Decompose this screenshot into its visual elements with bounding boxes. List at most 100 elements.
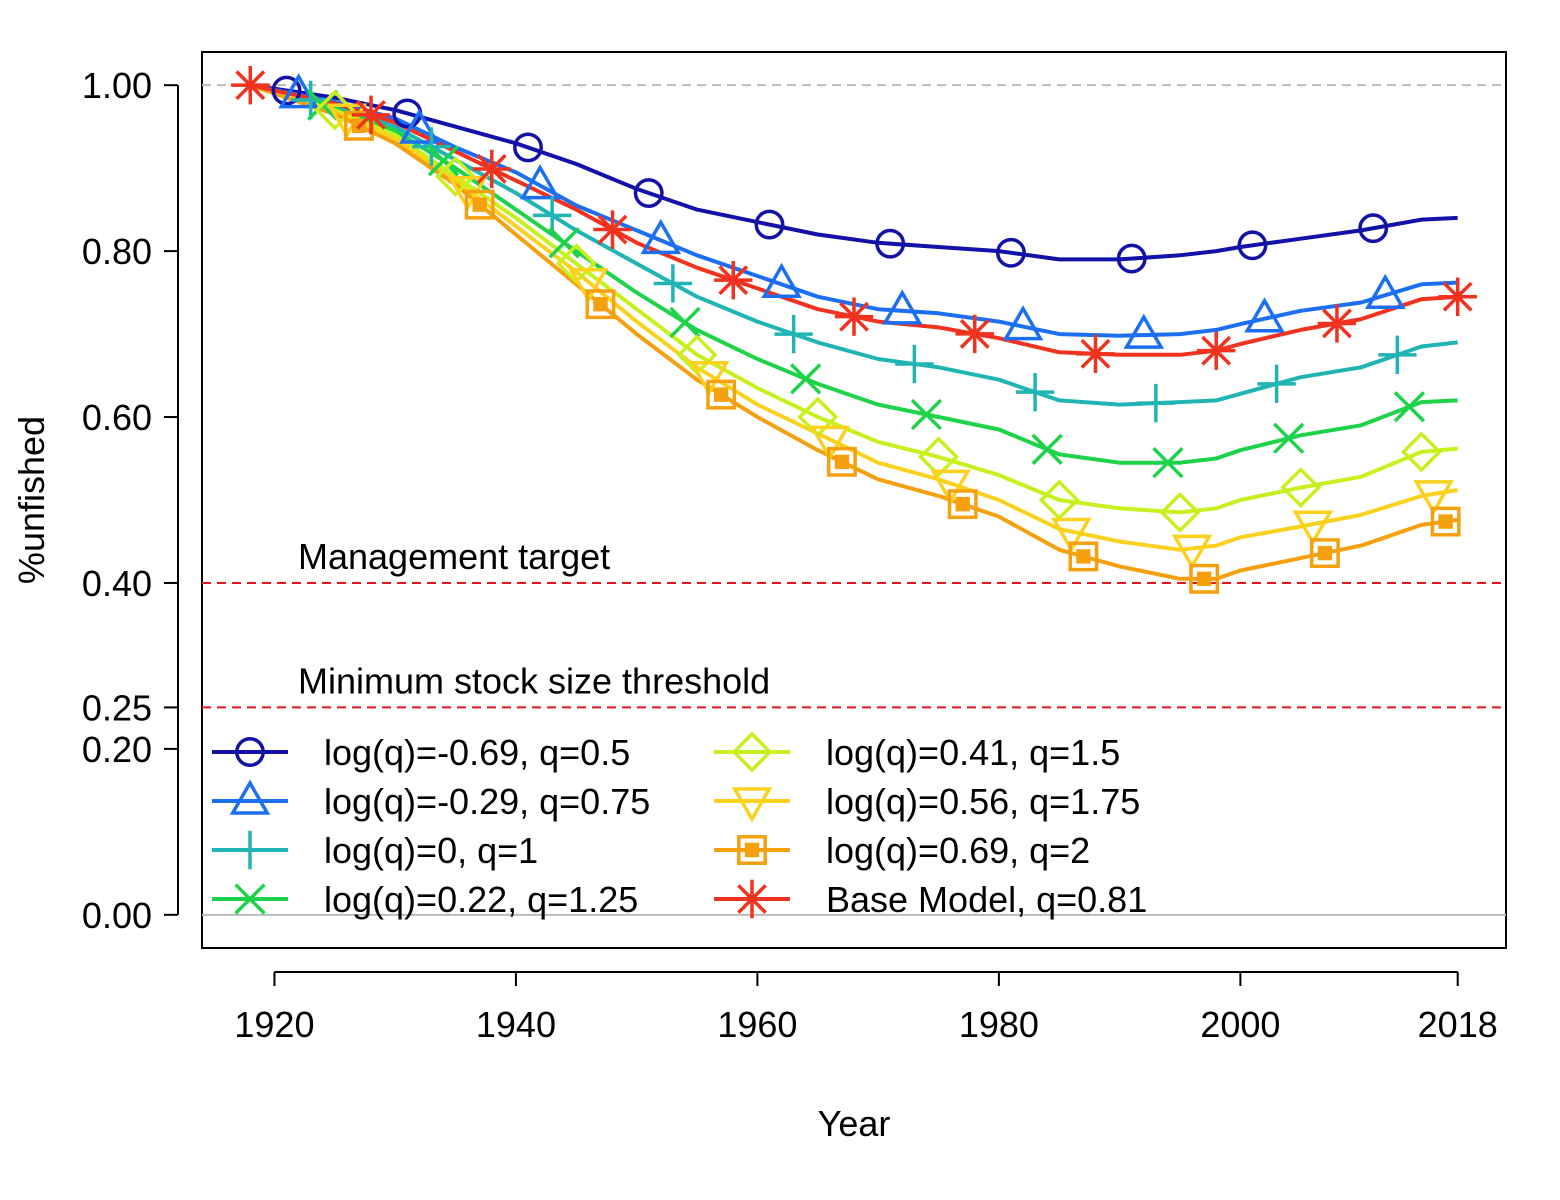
series-8-marker <box>1317 304 1357 343</box>
series-6-marker <box>688 360 730 397</box>
reference-line-label: Minimum stock size threshold <box>298 660 770 701</box>
legend-swatch-marker <box>731 787 773 823</box>
x-tick-label: 2018 <box>1418 1004 1498 1045</box>
series-8-marker <box>955 314 994 354</box>
legend-item: log(q)=-0.69, q=0.5 <box>212 732 630 773</box>
series-2-marker <box>519 164 561 200</box>
series-6-marker <box>1292 510 1334 546</box>
series-line-5 <box>249 83 1458 515</box>
series-7-marker-fill <box>1196 571 1212 587</box>
series-6-marker <box>568 268 609 304</box>
series-8-marker <box>1076 334 1115 374</box>
series-4-marker <box>1031 433 1063 466</box>
y-axis-title: %unfished <box>11 416 52 584</box>
series-line-1 <box>250 83 1458 262</box>
legend-item: Base Model, q=0.81 <box>714 879 1147 920</box>
series-6-marker <box>809 425 851 461</box>
series-3-marker <box>1136 383 1176 423</box>
reference-lines: Management target Minimum stock size thre… <box>202 84 1506 916</box>
legend-swatch-marker <box>732 879 772 919</box>
series-4-marker <box>1393 391 1426 423</box>
series-7-marker-fill <box>955 496 970 512</box>
series-5-marker <box>1280 467 1322 509</box>
series-7-marker-outline <box>464 189 495 220</box>
series-5-marker <box>918 436 959 478</box>
series-3-marker <box>1257 364 1296 404</box>
series-2-marker <box>881 289 923 325</box>
series-8-marker <box>1197 331 1236 370</box>
legend-swatch-marker <box>230 830 270 870</box>
series-7-marker <box>947 489 978 520</box>
series-1-marker <box>1237 230 1268 261</box>
series-1-marker <box>633 178 664 208</box>
series-1-marker <box>271 75 302 106</box>
series-2-marker <box>1364 273 1406 309</box>
series-7-marker-fill <box>1076 549 1091 564</box>
legend-label: log(q)=0, q=1 <box>324 830 538 871</box>
legend-item: log(q)=0.22, q=1.25 <box>212 879 638 920</box>
reference-line-label: Management target <box>298 536 610 577</box>
series-7-marker-outline <box>706 379 737 410</box>
legend-swatch-marker <box>731 731 773 773</box>
y-tick-label: 0.20 <box>82 729 152 770</box>
y-tick-label: 0.60 <box>82 397 152 438</box>
series-7-marker-fill <box>1438 514 1453 529</box>
series-3-marker <box>1378 335 1417 375</box>
series-7-marker <box>826 446 857 477</box>
legend-item: log(q)=0, q=1 <box>212 830 538 871</box>
series-1-marker <box>513 132 543 163</box>
y-tick-label: 0.40 <box>82 563 152 604</box>
series-6-marker <box>1171 534 1213 570</box>
series-7-marker <box>1430 506 1461 537</box>
legend-item: log(q)=0.41, q=1.5 <box>714 731 1120 773</box>
series-5-marker <box>435 155 477 197</box>
plot-frame <box>201 51 1507 949</box>
series-1-marker <box>1358 213 1389 244</box>
series-1-marker <box>875 228 906 259</box>
series-2-marker <box>1002 305 1044 341</box>
y-tick-label: 1.00 <box>82 65 152 106</box>
series-2-marker <box>1123 313 1165 349</box>
x-tick-label: 1940 <box>476 1004 556 1045</box>
series-7-marker <box>706 379 737 410</box>
series-8-marker <box>231 65 270 105</box>
series-8-marker <box>593 210 632 249</box>
x-tick-label: 1920 <box>234 1004 314 1045</box>
series-line-4 <box>249 83 1458 465</box>
series-4-marker <box>910 398 943 431</box>
legend-swatch-marker <box>234 883 266 915</box>
series-7-marker-fill <box>713 387 729 402</box>
series-1-marker <box>1116 243 1147 274</box>
series-line-2 <box>249 83 1458 338</box>
series-7-marker-fill <box>593 297 608 312</box>
series-6-marker <box>930 469 971 505</box>
x-tick-label: 1980 <box>959 1004 1039 1045</box>
series-4-marker <box>1273 422 1305 454</box>
series-5-marker <box>1159 491 1201 533</box>
series-2-marker <box>399 108 440 144</box>
series-markers <box>231 65 1477 594</box>
legend-swatch-marker-outline <box>737 835 767 865</box>
series-6-marker <box>1051 517 1092 554</box>
series-7-marker-outline <box>1189 563 1220 594</box>
legend-item: log(q)=0.69, q=2 <box>714 830 1090 871</box>
series-5-marker <box>1401 431 1442 473</box>
series-8-marker <box>472 149 511 189</box>
legend-label: log(q)=-0.29, q=0.75 <box>324 781 650 822</box>
series-7-marker <box>464 189 495 220</box>
series-3-marker <box>291 80 330 120</box>
series-3-marker <box>1015 372 1055 412</box>
legend-label: log(q)=0.56, q=1.75 <box>826 781 1140 822</box>
series-7-marker <box>1309 538 1340 569</box>
series-2-marker <box>640 218 682 255</box>
series-3-marker <box>774 314 813 354</box>
legend-item: log(q)=0.56, q=1.75 <box>714 781 1140 823</box>
series-8-marker <box>714 260 753 300</box>
series-4-marker <box>1152 447 1184 479</box>
series-7-marker-outline <box>1068 541 1099 572</box>
series-7-marker <box>585 289 616 320</box>
series-3-marker <box>895 344 934 384</box>
series-7-marker-fill <box>472 197 487 212</box>
legend-swatch-marker <box>737 835 767 865</box>
